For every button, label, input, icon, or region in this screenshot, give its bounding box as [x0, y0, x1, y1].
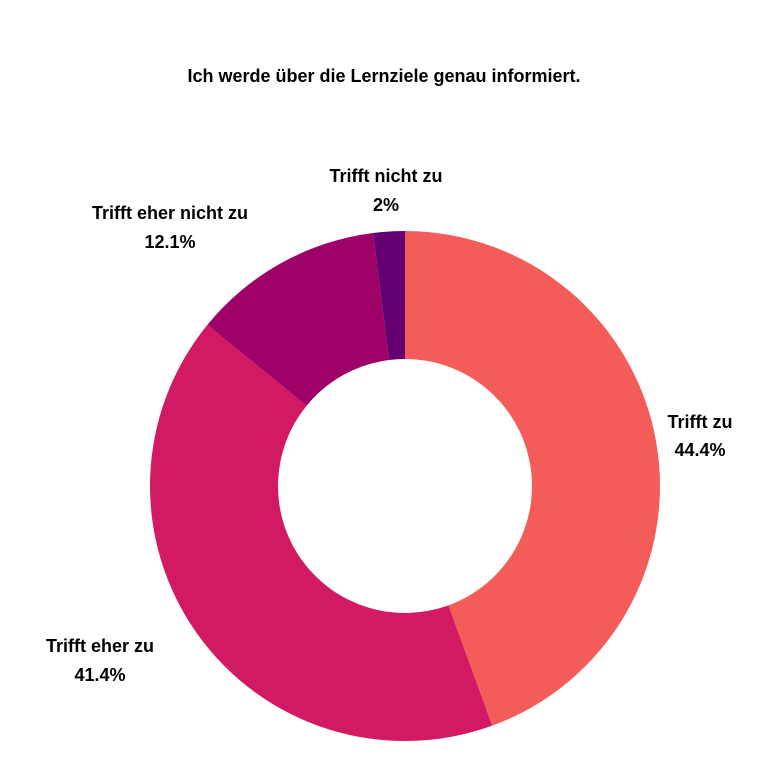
slice-label-text: Trifft eher zu: [46, 636, 154, 656]
slice-label-trifft-eher-nicht-zu: Trifft eher nicht zu 12.1%: [92, 203, 248, 252]
slice-label-trifft-zu: Trifft zu 44.4%: [668, 412, 733, 460]
slice-value-text: 2%: [373, 195, 399, 215]
slice-label-trifft-nicht-zu: Trifft nicht zu 2%: [330, 166, 443, 215]
slice-value-text: 41.4%: [74, 665, 125, 685]
slice-label-trifft-eher-zu: Trifft eher zu 41.4%: [46, 636, 154, 685]
slice-label-text: Trifft nicht zu: [330, 166, 443, 186]
donut-slices: [149, 231, 661, 742]
slice-value-text: 12.1%: [144, 232, 195, 252]
slice-trifft-zu: [405, 231, 661, 726]
slice-value-text: 44.4%: [674, 440, 725, 460]
slice-trifft-eher-nicht-zu: [207, 233, 390, 406]
slice-label-text: Trifft zu: [668, 412, 733, 432]
slice-label-text: Trifft eher nicht zu: [92, 203, 248, 223]
slice-trifft-nicht-zu: [373, 231, 405, 361]
chart-title: Ich werde über die Lernziele genau infor…: [187, 66, 580, 86]
slice-trifft-eher-zu: [149, 324, 493, 742]
